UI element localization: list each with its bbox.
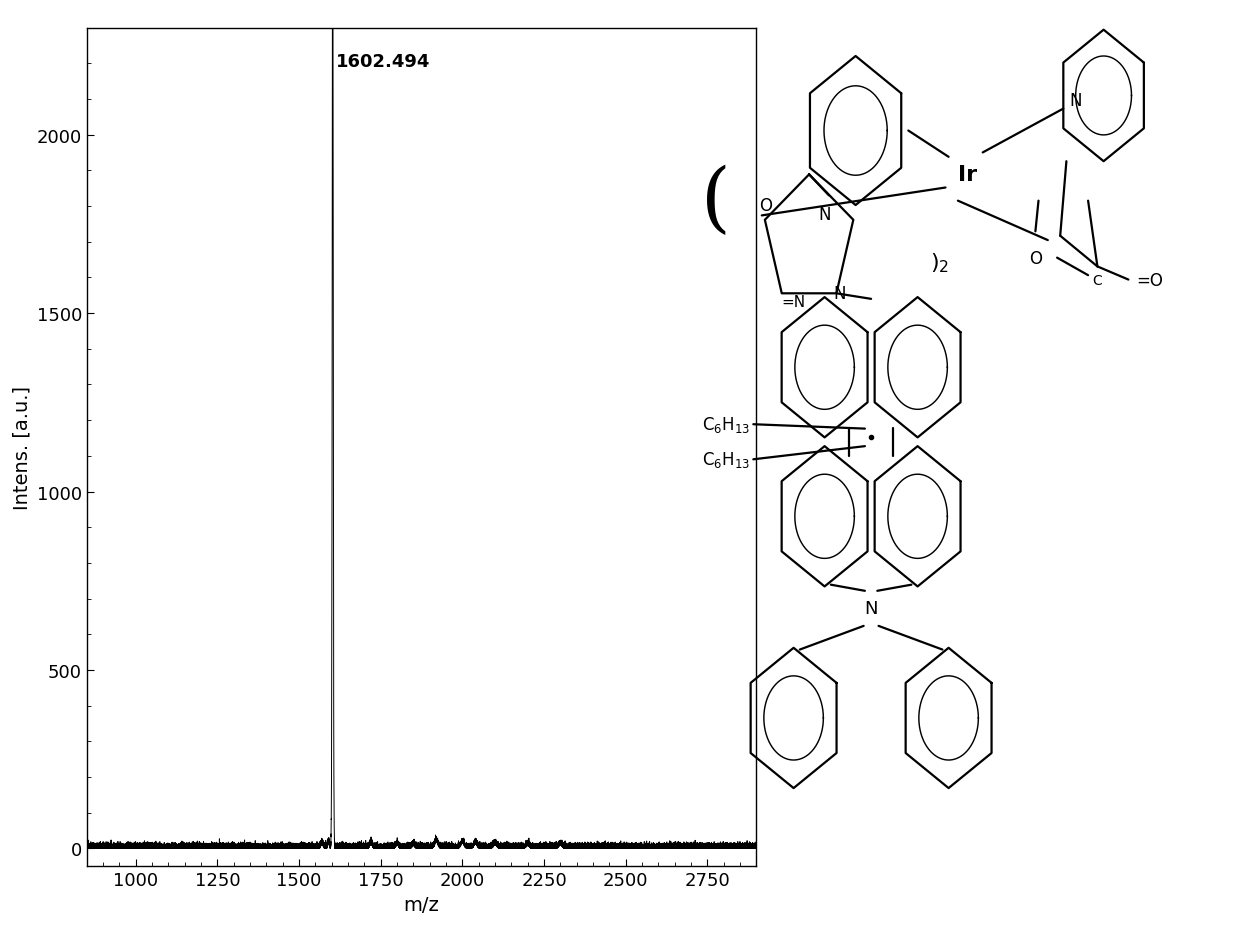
Text: )$_2$: )$_2$ [930, 251, 949, 274]
Text: =N: =N [781, 295, 806, 309]
Text: N: N [864, 600, 878, 618]
Text: Ir: Ir [957, 166, 977, 185]
Text: O: O [759, 197, 773, 215]
X-axis label: m/z: m/z [404, 895, 439, 914]
Text: (: ( [702, 165, 730, 238]
Text: =O: =O [1137, 271, 1163, 289]
Text: N: N [833, 285, 847, 303]
Text: N: N [1069, 91, 1083, 109]
Text: C: C [1092, 273, 1102, 288]
Text: C$_6$H$_{13}$: C$_6$H$_{13}$ [702, 415, 750, 435]
Text: O: O [1029, 249, 1042, 268]
Text: C$_6$H$_{13}$: C$_6$H$_{13}$ [702, 450, 750, 469]
Y-axis label: Intens. [a.u.]: Intens. [a.u.] [12, 386, 31, 509]
Text: N: N [818, 206, 831, 224]
Text: 1602.494: 1602.494 [336, 53, 430, 71]
